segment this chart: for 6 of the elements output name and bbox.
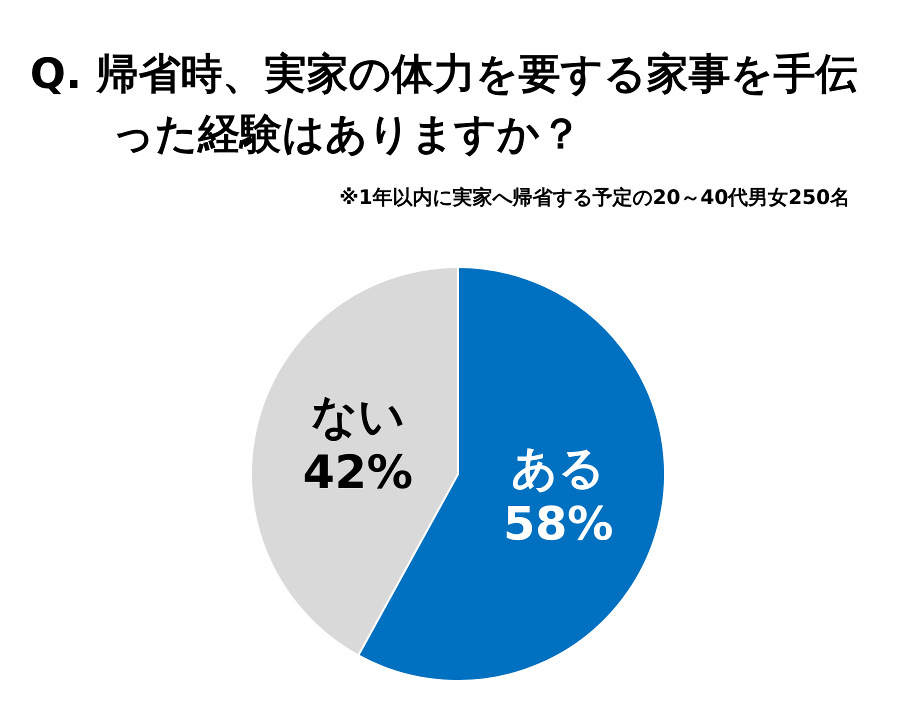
chart-title: Q. 帰省時、実家の体力を要する家事を手伝った経験はありますか？: [30, 48, 858, 160]
slice-label: ある: [511, 440, 606, 495]
chart-subtitle: ※1年以内に実家へ帰省する予定の20～40代男女250名: [339, 184, 850, 211]
slice-label: ない: [310, 389, 405, 444]
data-label: 58%: [503, 496, 614, 551]
data-label: 42%: [302, 445, 413, 500]
